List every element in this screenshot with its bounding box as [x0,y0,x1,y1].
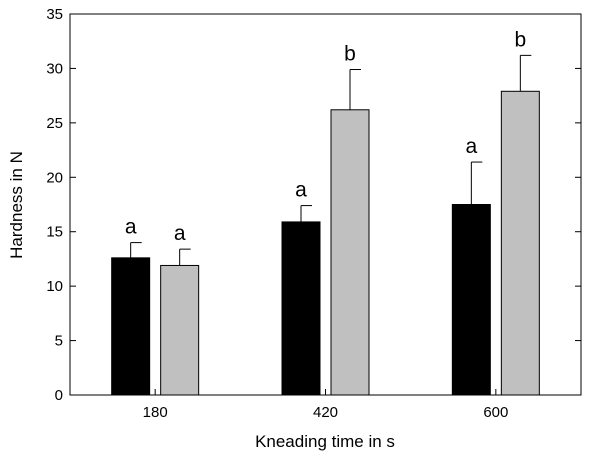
x-axis-label: Kneading time in s [255,432,395,451]
significance-letter: a [465,135,477,158]
y-axis-label: Hardness in N [7,151,26,259]
y-tick-label: 35 [46,6,63,23]
x-tick-label: 420 [313,404,338,421]
significance-letter: b [344,43,356,66]
bar [500,90,540,396]
bar [330,109,370,396]
significance-letter: a [295,179,307,202]
bar [451,204,491,396]
y-tick-label: 30 [46,60,63,77]
x-tick-label: 600 [483,404,508,421]
bars: a a a b a b [111,28,540,396]
bar [160,264,200,396]
y-tick-label: 25 [46,115,63,132]
y-tick-label: 0 [55,387,63,404]
x-axis: 180 420 600 [143,389,508,421]
y-tick-label: 10 [46,278,63,295]
significance-letter: a [125,216,137,239]
y-tick-label: 20 [46,169,63,186]
bar [281,221,321,396]
y-tick-label: 15 [46,224,63,241]
significance-letter: b [514,28,526,51]
y-axis: 0 5 10 15 20 25 30 35 [46,6,581,404]
y-tick-label: 5 [55,333,63,350]
x-tick-label: 180 [143,404,168,421]
significance-letter: a [174,222,186,245]
bar [111,257,151,396]
